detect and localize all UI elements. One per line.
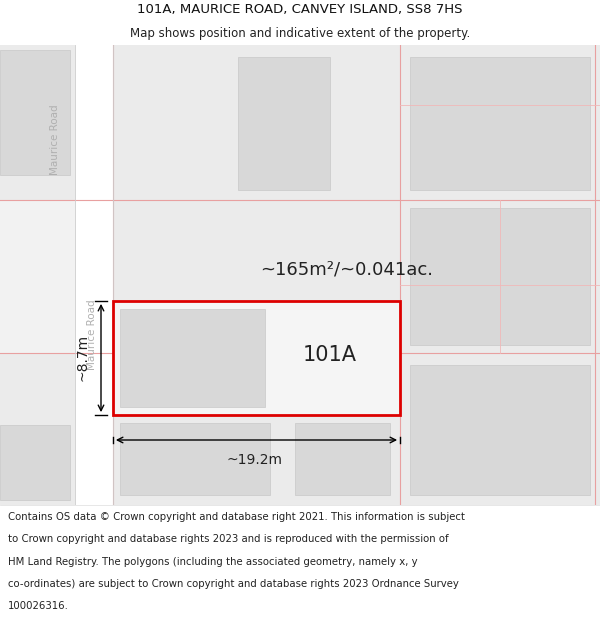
Bar [0, 45, 113, 505]
Bar [238, 57, 330, 190]
Bar [400, 353, 595, 505]
Bar [113, 353, 400, 505]
Bar [0, 45, 75, 200]
Bar [595, 45, 600, 200]
Text: ~8.7m: ~8.7m [76, 334, 90, 381]
Bar [595, 200, 600, 353]
Bar [595, 353, 600, 505]
Bar [0, 353, 75, 505]
Text: ~19.2m: ~19.2m [227, 453, 283, 467]
Text: 101A: 101A [303, 345, 357, 365]
Text: Maurice Road: Maurice Road [87, 299, 97, 370]
Text: 101A, MAURICE ROAD, CANVEY ISLAND, SS8 7HS: 101A, MAURICE ROAD, CANVEY ISLAND, SS8 7… [137, 3, 463, 16]
Text: Map shows position and indicative extent of the property.: Map shows position and indicative extent… [130, 28, 470, 40]
Bar [0, 50, 70, 175]
Text: co-ordinates) are subject to Crown copyright and database rights 2023 Ordnance S: co-ordinates) are subject to Crown copyr… [8, 579, 458, 589]
Bar [410, 57, 590, 190]
Bar [410, 365, 590, 495]
Text: Maurice Road: Maurice Road [50, 104, 60, 175]
Bar [295, 423, 390, 495]
Bar [113, 45, 400, 200]
Bar [113, 301, 400, 415]
Bar [400, 200, 595, 353]
Bar [120, 309, 265, 407]
Text: 100026316.: 100026316. [8, 601, 68, 611]
Bar [120, 423, 270, 495]
Bar [400, 45, 595, 200]
Text: ~165m²/~0.041ac.: ~165m²/~0.041ac. [260, 261, 433, 279]
Bar [0, 200, 75, 353]
Bar [0, 425, 70, 500]
Text: Contains OS data © Crown copyright and database right 2021. This information is : Contains OS data © Crown copyright and d… [8, 512, 465, 522]
Bar [410, 208, 590, 345]
Bar [113, 200, 400, 353]
Text: to Crown copyright and database rights 2023 and is reproduced with the permissio: to Crown copyright and database rights 2… [8, 534, 448, 544]
Text: HM Land Registry. The polygons (including the associated geometry, namely x, y: HM Land Registry. The polygons (includin… [8, 557, 418, 567]
